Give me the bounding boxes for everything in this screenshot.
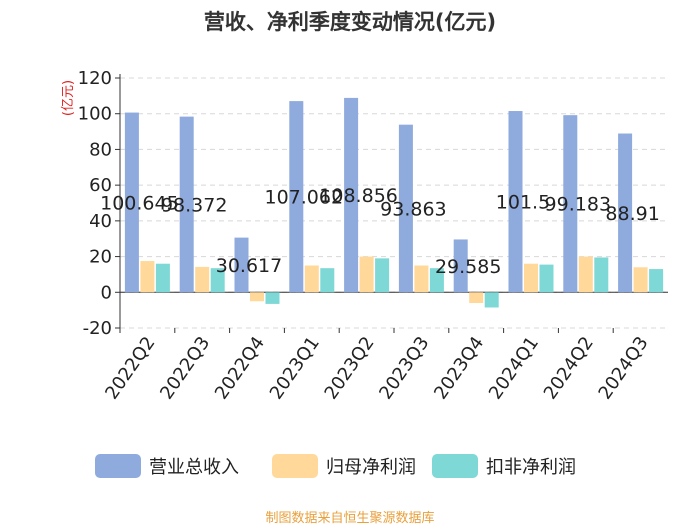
x-tick-label: 2023Q1	[266, 333, 324, 404]
data-label: 101.5	[496, 192, 550, 214]
legend-swatch	[95, 454, 141, 478]
bar	[234, 237, 249, 293]
data-label: 107.062	[265, 187, 344, 209]
bar	[155, 263, 170, 293]
source-note: 制图数据来自恒生聚源数据库	[265, 511, 435, 526]
data-label: 93.863	[380, 198, 446, 220]
y-tick-label: 80	[89, 139, 112, 160]
x-tick-label: 2022Q2	[101, 333, 159, 404]
bar	[563, 115, 578, 293]
bar	[618, 133, 633, 293]
y-tick-label: 20	[89, 247, 112, 268]
bar	[429, 268, 444, 293]
bar	[195, 266, 210, 293]
bar	[359, 256, 374, 293]
data-label: 99.183	[545, 194, 611, 216]
bar	[250, 292, 264, 302]
data-label: 29.585	[435, 256, 501, 278]
y-tick-label: 100	[78, 104, 112, 125]
bar	[469, 292, 484, 303]
bar	[375, 258, 390, 293]
bar	[508, 111, 523, 293]
y-tick-label: 40	[89, 211, 112, 232]
bar	[524, 263, 538, 293]
y-tick-label: -20	[83, 318, 112, 339]
x-tick-label: 2024Q1	[485, 333, 543, 404]
bar	[124, 112, 139, 293]
legend-swatch	[432, 454, 478, 478]
y-tick-label: 120	[78, 68, 112, 89]
data-label: 30.617	[216, 255, 282, 277]
bar	[265, 292, 280, 304]
bar	[398, 124, 413, 293]
bar	[304, 265, 319, 293]
x-tick-label: 2022Q4	[211, 333, 269, 404]
bar	[179, 116, 194, 293]
bar	[649, 269, 664, 293]
bar	[484, 292, 499, 308]
bar	[344, 97, 359, 293]
bar	[210, 268, 225, 293]
bars	[124, 97, 664, 308]
bar	[453, 239, 468, 293]
bar	[633, 267, 648, 293]
bar	[289, 101, 304, 293]
legend-swatch	[272, 454, 318, 478]
x-tick-label: 2023Q2	[321, 333, 379, 404]
data-label: 100.645	[100, 192, 179, 214]
legend-label: 归母净利润	[326, 457, 416, 478]
x-tick-label: 2023Q3	[375, 333, 433, 404]
x-tick-label: 2023Q4	[430, 333, 488, 404]
chart-title: 营收、净利季度变动情况(亿元)	[203, 10, 497, 34]
data-label: 88.91	[605, 203, 659, 225]
legend-label: 扣非净利润	[486, 457, 576, 478]
legend: 营业总收入 归母净利润 扣非净利润	[95, 454, 576, 478]
y-tick-label: 0	[101, 282, 112, 303]
data-label: 98.372	[161, 194, 227, 216]
bar	[539, 264, 554, 293]
bar	[320, 268, 335, 293]
legend-label: 营业总收入	[149, 457, 239, 478]
data-label: 108.856	[319, 185, 398, 207]
x-tick-label: 2024Q3	[595, 333, 653, 404]
bar	[578, 256, 593, 293]
bar	[594, 257, 609, 293]
bar	[140, 261, 155, 293]
y-tick-label: 60	[89, 175, 112, 196]
x-tick-label: 2024Q2	[540, 333, 598, 404]
x-tick-label: 2022Q3	[156, 333, 214, 404]
y-axis-label: (亿元)	[61, 80, 76, 116]
bar	[414, 265, 429, 293]
